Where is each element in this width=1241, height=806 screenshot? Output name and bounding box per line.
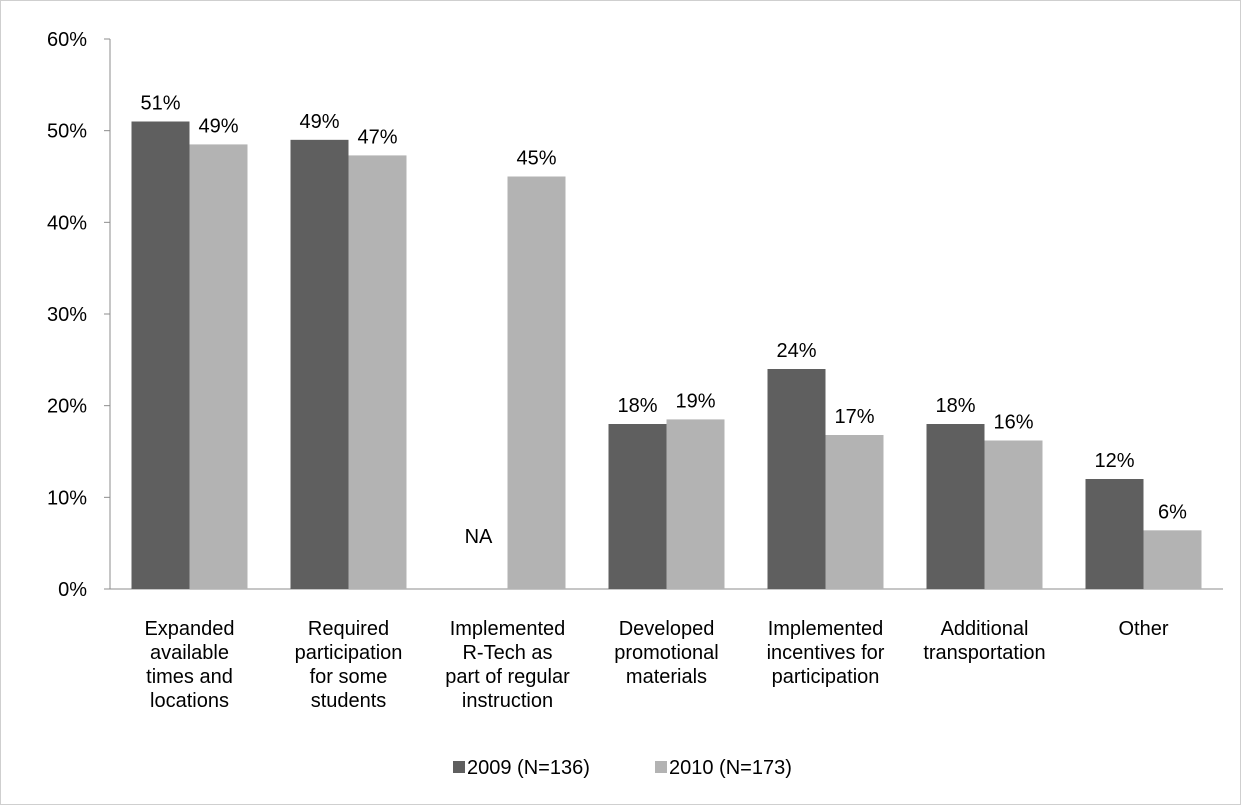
data-label: 51% (140, 93, 180, 115)
y-axis: 0% 10% 20% 30% 40% 50% 60% (47, 29, 111, 601)
y-tick-label: 60% (47, 29, 87, 51)
bar-2009 (131, 121, 190, 589)
legend-label-2010: 2010 (N=173) (669, 757, 792, 779)
bar-2010 (825, 435, 884, 589)
y-tick-label: 50% (47, 121, 87, 143)
data-label: 6% (1158, 501, 1187, 523)
legend-label-2009: 2009 (N=136) (467, 757, 590, 779)
y-tick-label: 20% (47, 396, 87, 418)
data-label: 18% (617, 395, 657, 417)
bar-2009 (290, 139, 349, 590)
legend: 2009 (N=136) 2010 (N=173) (453, 757, 792, 779)
category-label: Additional transportation (923, 618, 1045, 664)
y-tick-label: 10% (47, 487, 87, 509)
data-label: 47% (357, 126, 397, 148)
data-label: 45% (516, 148, 556, 170)
data-label: 19% (675, 390, 715, 412)
bar-2009 (1085, 479, 1144, 589)
bars (131, 121, 1202, 590)
legend-swatch-2010 (655, 761, 667, 773)
data-labels: 51% 49% 49% 47% NA 45% 18% 19% 24% 17% 18% 16% 12% 6% (140, 93, 1187, 549)
category-labels: Expanded available times and locations Requi… (144, 618, 1168, 712)
data-label: 49% (198, 115, 238, 137)
data-label-na: NA (465, 526, 493, 548)
y-tick-label: 30% (47, 304, 87, 326)
y-tick-label: 40% (47, 212, 87, 234)
bar-2010 (1143, 530, 1202, 589)
category-label: Implemented incentives for participation (767, 618, 885, 688)
category-label: Implemented R-Tech as part of regular instr… (445, 618, 570, 712)
data-label: 12% (1094, 450, 1134, 472)
data-label: 18% (935, 395, 975, 417)
bar-2009 (608, 424, 667, 589)
bar-2010 (189, 144, 248, 589)
category-label: Developed promotional materials (614, 618, 719, 688)
legend-swatch-2009 (453, 761, 465, 773)
bar-2010 (348, 155, 407, 589)
bar-2009 (767, 369, 826, 589)
y-tick-label: 0% (58, 579, 87, 601)
bar-2010 (984, 440, 1043, 589)
bar-2010 (666, 419, 725, 589)
data-label: 24% (776, 340, 816, 362)
data-label: 49% (299, 111, 339, 133)
category-label: Expanded available times and locations (144, 618, 234, 712)
bar-2010 (507, 176, 566, 589)
category-label: Required participation for some students (295, 618, 403, 712)
bar-2009 (926, 424, 985, 589)
category-label: Other (1118, 618, 1168, 640)
data-label: 16% (993, 412, 1033, 434)
data-label: 17% (834, 406, 874, 428)
